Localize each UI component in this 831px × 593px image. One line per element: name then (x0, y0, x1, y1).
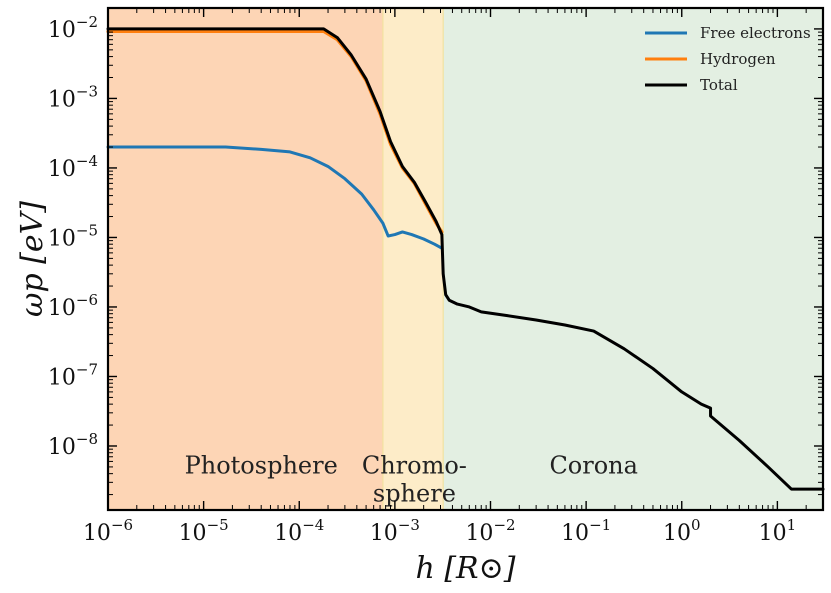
series-line-total (106, 27, 825, 491)
x-tick-label: 101 (759, 516, 797, 546)
region-label-chromosphere: sphere (373, 479, 456, 507)
region-band-chromosphere (382, 8, 444, 510)
legend-label-free-electrons: Free electrons (700, 24, 811, 42)
data-series (106, 27, 825, 491)
y-axis-title: ωp [eV] (15, 201, 50, 317)
region-label-corona: Corona (549, 451, 638, 479)
x-tick-label: 10−3 (370, 516, 420, 546)
x-tick-label: 10−2 (465, 516, 515, 546)
region-bands (108, 8, 823, 510)
x-axis-title: h [R⊙] (416, 551, 516, 586)
series-line-free-electrons (106, 145, 444, 250)
y-tick-label: 10−5 (48, 221, 98, 251)
region-labels: Photosphere Chromo-sphere Corona (185, 451, 638, 507)
legend: Free electrons Hydrogen Total (645, 24, 811, 94)
plot-frame (106, 6, 825, 512)
tick-labels: 10−6 10−5 10−4 10−3 10−2 10−1 100 101 10−8 10−7 10… (48, 13, 796, 546)
region-band-photosphere (108, 8, 383, 510)
y-tick-label: 10−8 (48, 430, 98, 460)
y-tick-label: 10−7 (48, 360, 98, 390)
legend-label-hydrogen: Hydrogen (700, 50, 776, 68)
region-label-photosphere: Photosphere (185, 451, 338, 479)
legend-label-total: Total (700, 76, 738, 94)
x-tick-label: 10−5 (179, 516, 229, 546)
y-tick-label: 10−3 (48, 82, 98, 112)
y-tick-label: 10−6 (48, 291, 98, 321)
region-band-corona (443, 8, 823, 510)
y-tick-label: 10−4 (48, 152, 98, 182)
x-tick-label: 10−4 (274, 516, 324, 546)
region-label-chromosphere: Chromo- (362, 451, 467, 479)
x-tick-label: 10−1 (561, 516, 611, 546)
x-tick-label: 10−6 (83, 516, 133, 546)
x-tick-label: 100 (663, 516, 701, 546)
y-tick-label: 10−2 (48, 13, 98, 43)
